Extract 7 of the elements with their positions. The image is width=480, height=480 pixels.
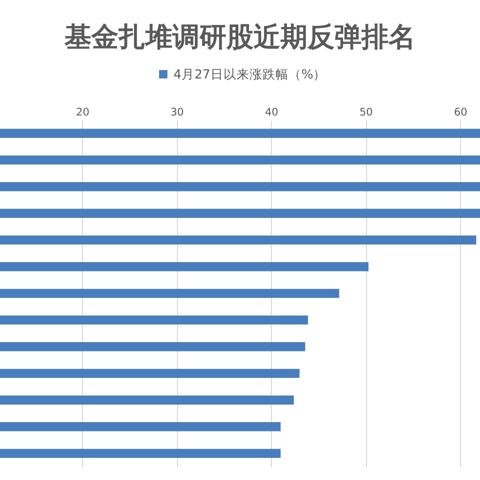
x-tick-label: 60 [454,106,468,118]
x-tick-label: 30 [170,106,184,118]
x-tick-label: 40 [264,106,278,118]
x-tick-label: 20 [76,106,90,118]
x-tick-label: 50 [359,106,373,118]
chart-title: 基金扎堆调研股近期反弹排名 [64,22,416,53]
legend-label: 4月27日以来涨跌幅（%） [174,66,326,82]
